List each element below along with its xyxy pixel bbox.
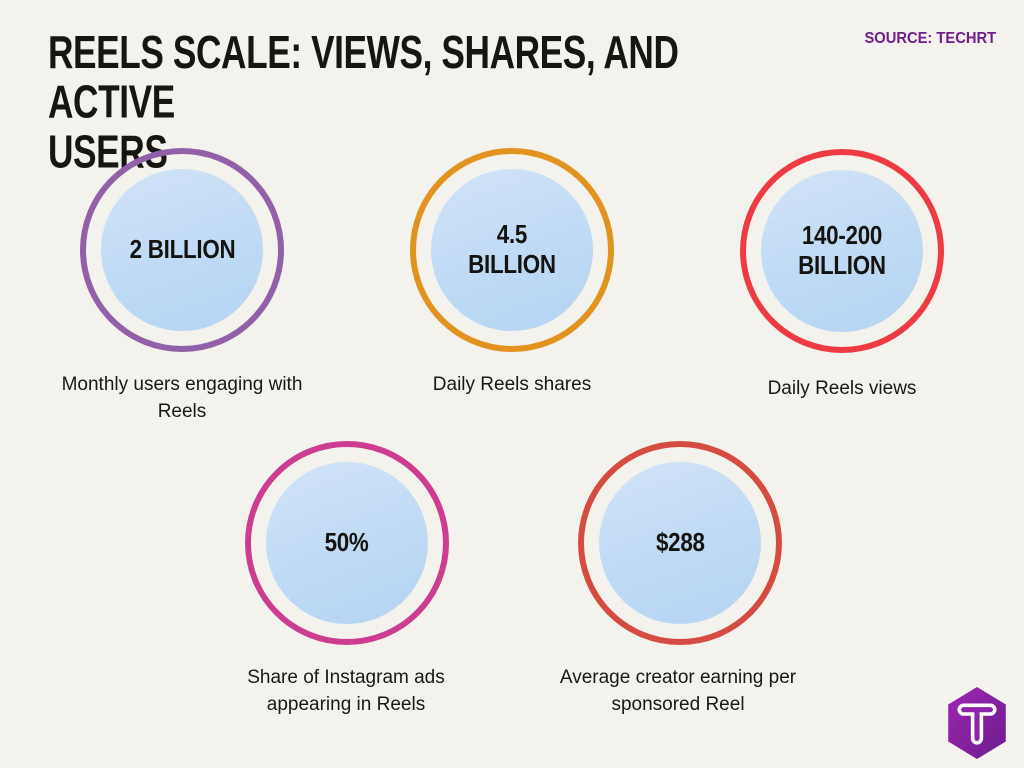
stat-circle-fill: 50% [266, 462, 428, 624]
stat-circle-fill: 4.5 BILLION [431, 169, 593, 331]
source-credit: SOURCE: TECHRT [864, 30, 996, 47]
stat-label-ads-share: Share of Instagram ads appearing in Reel… [247, 667, 445, 715]
stat-value-daily-shares: 4.5 BILLION [468, 219, 556, 279]
stat-circle-daily-views: 140-200 BILLION [740, 149, 944, 353]
stat-label-daily-views: Daily Reels views [767, 378, 917, 399]
page-title: REELS SCALE: VIEWS, SHARES, AND ACTIVE U… [48, 26, 679, 179]
stat-value-creator-earning: $288 [655, 527, 705, 558]
stat-circle-creator-earning: $288 [578, 441, 782, 645]
stat-circle-fill: $288 [599, 462, 761, 624]
stat-value-daily-views: 140-200 BILLION [798, 220, 886, 280]
stat-label-daily-shares: Daily Reels shares [432, 374, 592, 395]
stat-circle-daily-shares: 4.5 BILLION [410, 148, 614, 352]
stat-value-ads-share: 50% [325, 527, 369, 558]
stat-value-monthly-users: 2 BILLION [129, 234, 235, 265]
techrt-logo-icon [948, 687, 1006, 759]
stat-label-monthly-users: Monthly users engaging with Reels [61, 374, 303, 422]
stat-circle-fill: 2 BILLION [101, 169, 263, 331]
stat-circle-fill: 140-200 BILLION [761, 170, 923, 332]
stat-label-creator-earning: Average creator earning per sponsored Re… [559, 667, 797, 715]
stat-circle-ads-share: 50% [245, 441, 449, 645]
stat-circle-monthly-users: 2 BILLION [80, 148, 284, 352]
